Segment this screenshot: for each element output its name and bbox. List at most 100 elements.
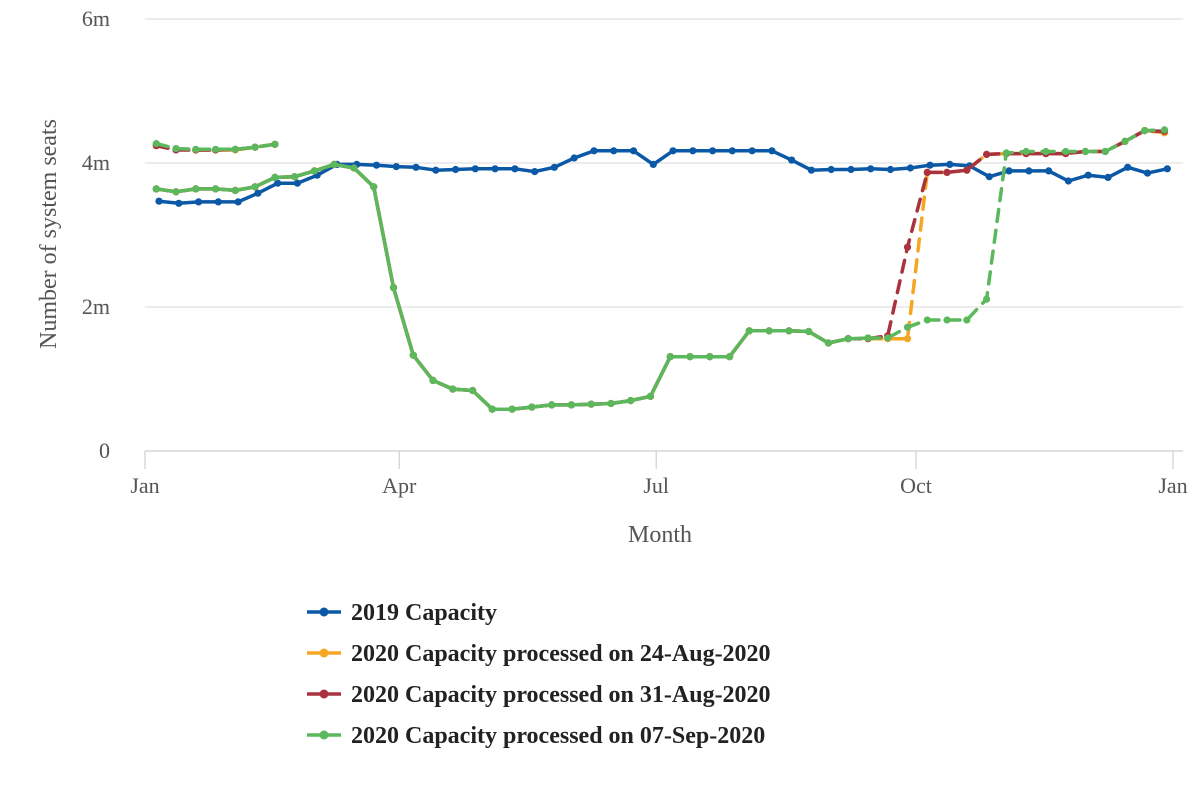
data-point[interactable] (1141, 127, 1149, 135)
data-point[interactable] (511, 165, 519, 173)
data-point[interactable] (429, 376, 437, 384)
data-point[interactable] (212, 185, 220, 193)
data-point[interactable] (943, 168, 951, 176)
data-point[interactable] (389, 284, 398, 292)
data-point[interactable] (926, 161, 934, 169)
data-point[interactable] (963, 166, 971, 174)
data-point[interactable] (449, 385, 457, 393)
data-point[interactable] (271, 140, 279, 148)
data-point[interactable] (963, 316, 971, 324)
data-point[interactable] (293, 179, 301, 187)
data-point[interactable] (1005, 167, 1013, 175)
data-point[interactable] (864, 334, 872, 342)
data-point[interactable] (807, 166, 816, 174)
data-point[interactable] (788, 156, 796, 164)
data-point[interactable] (607, 399, 615, 408)
data-point[interactable] (983, 150, 991, 158)
data-point[interactable] (629, 147, 638, 155)
data-point[interactable] (983, 295, 991, 303)
data-point[interactable] (923, 316, 931, 324)
data-point[interactable] (666, 353, 674, 361)
data-point[interactable] (1045, 167, 1053, 175)
data-point[interactable] (587, 400, 595, 408)
data-point[interactable] (1062, 147, 1070, 156)
data-point[interactable] (330, 160, 338, 168)
data-point[interactable] (1163, 165, 1171, 173)
data-point[interactable] (610, 147, 618, 155)
data-point[interactable] (231, 186, 239, 194)
data-point[interactable] (1042, 147, 1050, 156)
data-point[interactable] (1101, 147, 1109, 156)
data-point[interactable] (155, 197, 163, 205)
data-point[interactable] (370, 183, 378, 191)
data-point[interactable] (471, 165, 479, 173)
data-point[interactable] (291, 173, 299, 181)
data-point[interactable] (923, 168, 931, 176)
data-point[interactable] (274, 179, 282, 187)
data-point[interactable] (867, 165, 875, 173)
data-point[interactable] (1104, 173, 1112, 181)
data-point[interactable] (192, 185, 200, 193)
data-point[interactable] (627, 397, 635, 405)
data-point[interactable] (649, 160, 657, 168)
legend-item-3[interactable]: 2020 Capacity processed on 31-Aug-2020 (307, 682, 771, 708)
legend-item-4[interactable]: 2020 Capacity processed on 07-Sep-2020 (307, 723, 765, 749)
data-point[interactable] (1064, 177, 1072, 185)
data-point[interactable] (192, 145, 200, 153)
data-point[interactable] (1143, 169, 1152, 177)
data-point[interactable] (669, 147, 677, 155)
data-point[interactable] (726, 353, 734, 361)
data-point[interactable] (528, 403, 536, 411)
data-point[interactable] (985, 173, 993, 181)
data-point[interactable] (195, 198, 203, 206)
data-point[interactable] (452, 165, 460, 174)
data-point[interactable] (212, 145, 220, 153)
data-point[interactable] (491, 165, 499, 173)
data-point[interactable] (550, 163, 559, 171)
data-point[interactable] (251, 143, 259, 151)
data-point[interactable] (768, 147, 776, 155)
data-point[interactable] (392, 163, 400, 171)
data-point[interactable] (805, 327, 813, 336)
data-point[interactable] (350, 164, 358, 172)
data-point[interactable] (152, 185, 160, 193)
data-point[interactable] (172, 145, 180, 153)
data-point[interactable] (254, 189, 262, 197)
data-point[interactable] (231, 145, 239, 153)
data-point[interactable] (709, 147, 717, 155)
data-point[interactable] (824, 339, 833, 347)
data-point[interactable] (903, 323, 912, 331)
data-point[interactable] (1121, 137, 1129, 145)
data-point[interactable] (884, 334, 892, 342)
data-point[interactable] (412, 163, 420, 171)
data-point[interactable] (728, 147, 736, 155)
data-point[interactable] (548, 401, 556, 409)
data-point[interactable] (175, 199, 183, 207)
data-point[interactable] (646, 392, 655, 400)
data-point[interactable] (903, 243, 912, 251)
data-point[interactable] (372, 161, 381, 169)
data-point[interactable] (1124, 163, 1132, 171)
data-point[interactable] (946, 160, 954, 168)
data-point[interactable] (251, 183, 259, 191)
data-point[interactable] (1022, 147, 1030, 156)
data-point[interactable] (432, 166, 440, 174)
data-point[interactable] (686, 353, 694, 361)
data-point[interactable] (570, 154, 578, 162)
data-point[interactable] (765, 327, 773, 335)
data-point[interactable] (706, 353, 714, 361)
data-point[interactable] (590, 147, 598, 155)
data-point[interactable] (689, 147, 697, 155)
data-point[interactable] (827, 165, 835, 174)
data-point[interactable] (745, 327, 753, 335)
legend-item-1[interactable]: 2019 Capacity (307, 600, 497, 626)
data-point[interactable] (567, 401, 576, 409)
data-point[interactable] (531, 168, 539, 176)
data-point[interactable] (172, 188, 180, 196)
data-point[interactable] (152, 140, 160, 148)
legend-item-2[interactable]: 2020 Capacity processed on 24-Aug-2020 (307, 641, 771, 667)
data-point[interactable] (844, 335, 852, 343)
data-point[interactable] (1084, 171, 1092, 179)
data-point[interactable] (943, 316, 951, 324)
data-point[interactable] (469, 386, 477, 395)
